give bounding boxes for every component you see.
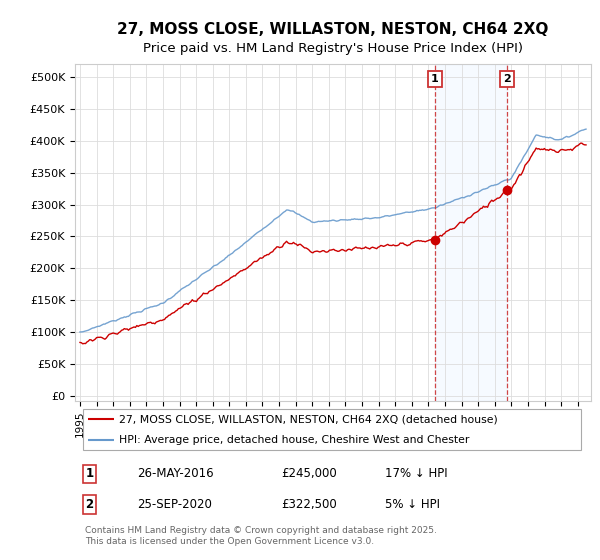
Text: 26-MAY-2016: 26-MAY-2016: [137, 468, 214, 480]
Text: 25-SEP-2020: 25-SEP-2020: [137, 498, 212, 511]
Text: 5% ↓ HPI: 5% ↓ HPI: [385, 498, 440, 511]
FancyBboxPatch shape: [83, 409, 581, 450]
Text: 27, MOSS CLOSE, WILLASTON, NESTON, CH64 2XQ: 27, MOSS CLOSE, WILLASTON, NESTON, CH64 …: [118, 22, 548, 37]
Text: Contains HM Land Registry data © Crown copyright and database right 2025.
This d: Contains HM Land Registry data © Crown c…: [85, 526, 437, 547]
Text: £322,500: £322,500: [281, 498, 337, 511]
Text: HPI: Average price, detached house, Cheshire West and Chester: HPI: Average price, detached house, Ches…: [119, 435, 469, 445]
Text: 1: 1: [85, 468, 94, 480]
Text: 17% ↓ HPI: 17% ↓ HPI: [385, 468, 447, 480]
Text: Price paid vs. HM Land Registry's House Price Index (HPI): Price paid vs. HM Land Registry's House …: [143, 43, 523, 55]
Bar: [435, 64, 507, 401]
Text: £245,000: £245,000: [281, 468, 337, 480]
Text: 2: 2: [503, 74, 511, 85]
Text: 1: 1: [431, 74, 439, 85]
Text: 2: 2: [85, 498, 94, 511]
Text: 27, MOSS CLOSE, WILLASTON, NESTON, CH64 2XQ (detached house): 27, MOSS CLOSE, WILLASTON, NESTON, CH64 …: [119, 414, 497, 424]
